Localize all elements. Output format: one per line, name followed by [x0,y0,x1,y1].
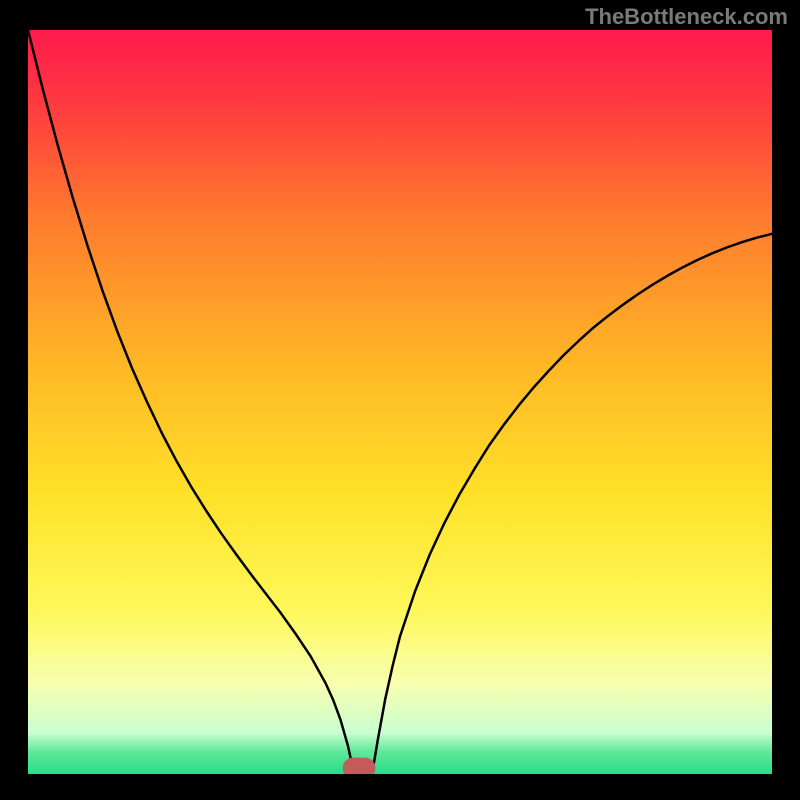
chart-container: TheBottleneck.com [0,0,800,800]
bottleneck-chart [28,30,772,774]
plot-area [28,30,772,774]
gradient-background [28,30,772,774]
watermark-text: TheBottleneck.com [585,4,788,30]
valley-marker [343,758,376,774]
